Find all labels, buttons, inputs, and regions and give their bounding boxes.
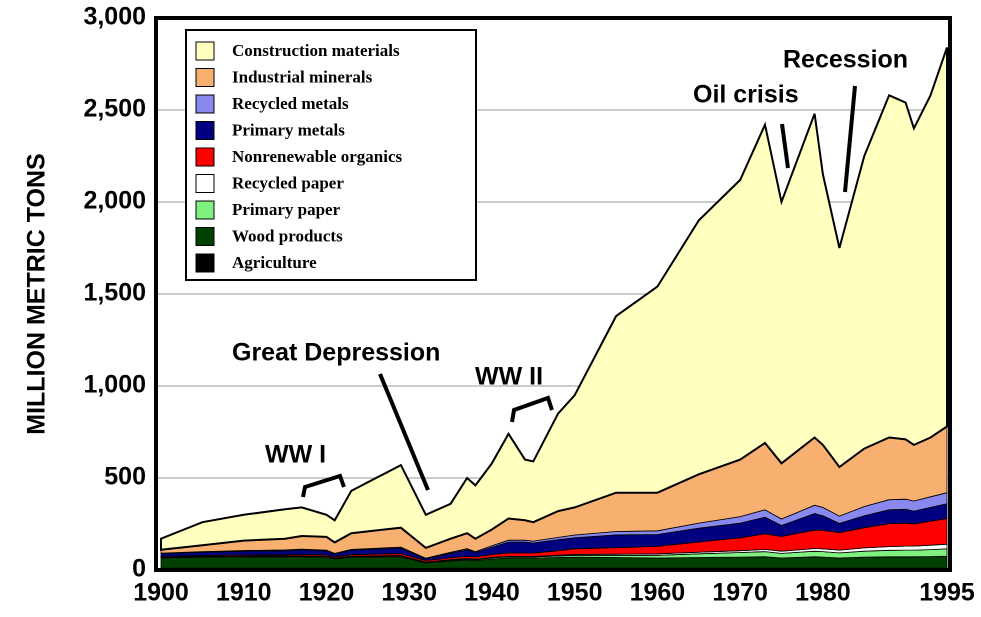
- x-tick-label: 1930: [381, 579, 437, 607]
- x-tick-label: 1940: [464, 579, 520, 607]
- legend-label: Wood products: [232, 226, 343, 245]
- legend: Construction materials Industrial mineral…: [185, 29, 477, 281]
- y-tick-label: 0: [132, 555, 146, 583]
- annotation: Oil crisis: [693, 81, 799, 109]
- legend-label: Primary paper: [232, 200, 341, 219]
- legend-label: Construction materials: [232, 41, 400, 60]
- legend-swatch: [195, 147, 215, 167]
- x-tick-label: 1995: [919, 579, 975, 607]
- annotation: WW I: [265, 441, 326, 469]
- legend-swatch: [195, 227, 215, 246]
- legend-swatch: [195, 68, 215, 87]
- legend-swatch: [195, 121, 215, 140]
- x-tick-label: 1910: [216, 579, 272, 607]
- y-tick-label: 2,000: [83, 187, 146, 215]
- legend-label: Industrial minerals: [232, 67, 373, 86]
- legend-box: [185, 29, 477, 281]
- y-tick-label: 1,000: [83, 371, 146, 399]
- annotation: WW II: [475, 363, 543, 391]
- x-tick-label: 1960: [630, 579, 686, 607]
- annotation-lines: [301, 85, 857, 498]
- annotation: Great Depression: [232, 339, 440, 367]
- x-tick-label: 1900: [133, 579, 189, 607]
- legend-label: Recycled paper: [232, 173, 344, 192]
- legend-swatch: [195, 94, 215, 114]
- y-tick-label: 1,500: [83, 279, 146, 307]
- legend-swatch: [195, 200, 215, 220]
- plot-frame: [154, 16, 952, 572]
- legend-swatch: [195, 41, 215, 61]
- y-tick-label: 500: [104, 463, 146, 491]
- legend-label: Nonrenewable organics: [232, 147, 403, 166]
- x-tick-label: 1950: [547, 579, 603, 607]
- legend-swatch: [195, 253, 215, 273]
- annotation: Recession: [783, 46, 908, 74]
- legend-label: Recycled metals: [232, 94, 349, 113]
- legend-label: Primary metals: [232, 120, 345, 139]
- y-tick-label: 3,000: [83, 3, 146, 31]
- x-tick-label: 1980: [795, 579, 851, 607]
- area: [160, 555, 948, 569]
- x-tick-label: 1970: [712, 579, 768, 607]
- legend-swatch: [195, 174, 215, 193]
- y-tick-label: 2,500: [83, 95, 146, 123]
- y-axis-label: MILLION METRIC TONS: [23, 153, 51, 434]
- x-tick-label: 1920: [299, 579, 355, 607]
- legend-label: Agriculture: [232, 253, 317, 272]
- area: [160, 47, 948, 551]
